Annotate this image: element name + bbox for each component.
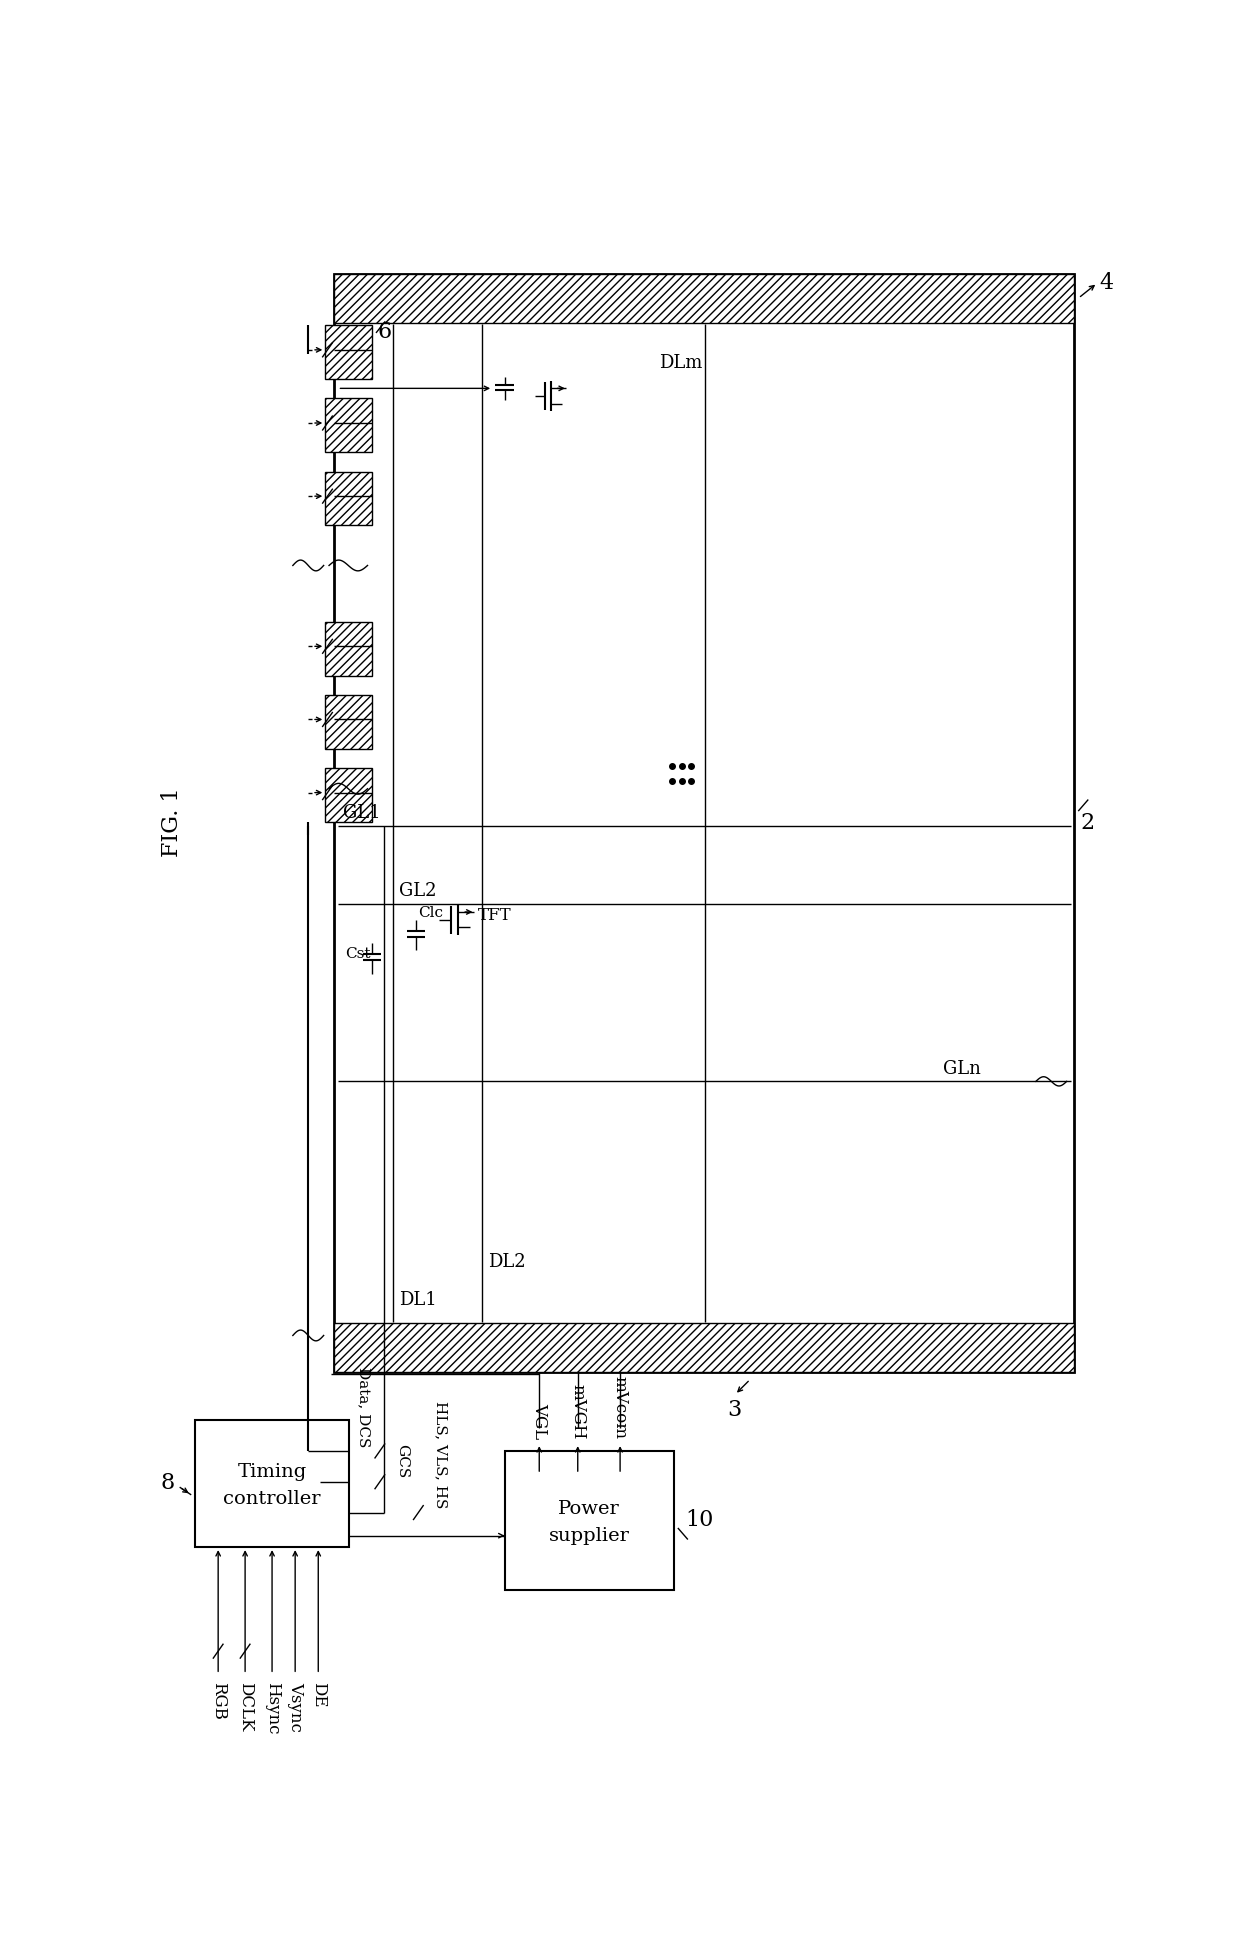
Bar	[334, 275, 1074, 322]
Text: Clc: Clc	[418, 906, 444, 920]
Text: GL1: GL1	[343, 805, 381, 822]
Text: Hsync: Hsync	[264, 1682, 280, 1734]
Text: Power: Power	[558, 1500, 620, 1517]
Text: DLm: DLm	[658, 353, 702, 371]
Bar	[325, 398, 372, 453]
Text: DCLK: DCLK	[237, 1682, 254, 1732]
Bar	[325, 326, 372, 379]
Text: 6: 6	[377, 322, 392, 344]
Bar	[334, 1322, 1074, 1371]
Text: HLS, VLS, HS: HLS, VLS, HS	[434, 1402, 448, 1510]
Text: 10: 10	[686, 1510, 714, 1531]
Text: 2: 2	[1080, 812, 1095, 834]
Text: 8: 8	[161, 1473, 175, 1494]
Text: Vsync: Vsync	[286, 1682, 304, 1732]
Text: 4: 4	[1099, 271, 1114, 293]
Text: RGB: RGB	[210, 1682, 227, 1721]
Text: mVcom: mVcom	[611, 1377, 629, 1439]
Text: controller: controller	[223, 1490, 321, 1508]
Text: DL1: DL1	[399, 1291, 436, 1309]
Text: Timing: Timing	[237, 1463, 306, 1480]
Text: mVGH: mVGH	[569, 1385, 587, 1439]
Text: 3: 3	[728, 1398, 742, 1420]
Text: Data, DCS: Data, DCS	[357, 1367, 371, 1447]
Text: VGL: VGL	[531, 1404, 548, 1439]
Text: GCS: GCS	[396, 1443, 409, 1478]
Text: DL2: DL2	[487, 1252, 526, 1271]
Text: GLn: GLn	[944, 1060, 981, 1078]
Bar	[505, 1451, 675, 1590]
Text: TFT: TFT	[477, 908, 511, 924]
Text: Cst: Cst	[345, 947, 371, 961]
Bar	[325, 471, 372, 525]
Bar	[195, 1420, 350, 1547]
Bar	[325, 768, 372, 822]
Bar	[334, 275, 1074, 1371]
Bar	[325, 695, 372, 748]
Text: DE: DE	[310, 1682, 327, 1707]
Bar	[325, 621, 372, 676]
Text: GL2: GL2	[399, 883, 436, 900]
Text: FIG. 1: FIG. 1	[161, 787, 184, 857]
Text: supplier: supplier	[549, 1527, 630, 1545]
